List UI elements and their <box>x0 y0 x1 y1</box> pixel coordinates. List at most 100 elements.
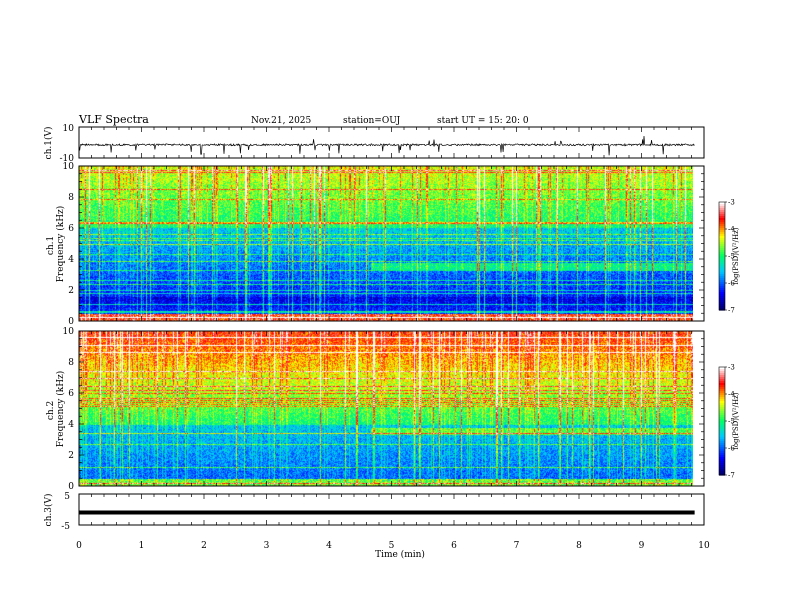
colorbar-segment <box>719 403 725 406</box>
colorbar-segment <box>719 437 725 440</box>
colorbar-segment <box>719 445 725 448</box>
colorbar-segment <box>719 377 725 380</box>
colorbar-segment <box>719 429 725 432</box>
colorbar-segment <box>719 371 725 374</box>
colorbar-segment <box>719 471 725 474</box>
colorbar-segment <box>719 427 725 430</box>
time-axis-label: Time (min) <box>375 549 425 560</box>
colorbar-segment <box>719 397 725 400</box>
ch1-spectrogram-image <box>79 166 693 321</box>
ch3-ytick-top: 5 <box>64 492 70 502</box>
time-tick-label: 4 <box>326 541 332 551</box>
time-tick-label: 3 <box>264 541 270 551</box>
colorbar-segment <box>719 272 725 275</box>
ch1-colorbar: -3 -4 -5 -6 -7 log(PSD)(V²/Hz) <box>718 199 740 315</box>
colorbar-segment <box>719 230 725 233</box>
time-tick-label: 0 <box>76 541 82 551</box>
colorbar-tick-label: -3 <box>728 199 735 207</box>
colorbar-segment <box>719 266 725 269</box>
ch1-freq-ylabel: ch.1 Frequency (kHz) <box>46 206 66 283</box>
freq-tick-label: 8 <box>68 193 74 203</box>
ch1-waveform-panel: 10 -10 ch.1(V) <box>43 124 705 164</box>
colorbar-segment <box>719 385 725 388</box>
ch1-freq-ylabel-line2: Frequency (kHz) <box>55 206 66 283</box>
colorbar-segment <box>719 208 725 211</box>
colorbar-segment <box>719 375 725 378</box>
colorbar-segment <box>719 399 725 402</box>
time-tick-label: 9 <box>639 541 645 551</box>
colorbar-segment <box>719 256 725 259</box>
colorbar-segment <box>719 449 725 452</box>
colorbar-segment <box>719 254 725 257</box>
colorbar-segment <box>719 268 725 271</box>
colorbar-segment <box>719 278 725 281</box>
colorbar-segment <box>719 218 725 221</box>
colorbar-segment <box>719 451 725 454</box>
freq-tick-label: 6 <box>68 389 74 399</box>
colorbar-segment <box>719 248 725 251</box>
time-tick-label: 1 <box>139 541 145 551</box>
colorbar-segment <box>719 228 725 231</box>
freq-tick-label: 4 <box>68 255 74 265</box>
colorbar-segment <box>719 417 725 420</box>
colorbar-segment <box>719 379 725 382</box>
colorbar-segment <box>719 409 725 412</box>
freq-tick-label: 10 <box>63 162 75 172</box>
colorbar-segment <box>719 431 725 434</box>
colorbar-segment <box>719 224 725 227</box>
ch3-ytick-bottom: -5 <box>61 522 70 532</box>
colorbar-tick-label: -4 <box>728 226 735 234</box>
colorbar-segment <box>719 425 725 428</box>
colorbar-segment <box>719 232 725 235</box>
ch1-freq-ylabel-line1: ch.1 <box>46 236 56 255</box>
colorbar-segment <box>719 463 725 466</box>
colorbar-tick-label: -5 <box>728 418 735 426</box>
colorbar-segment <box>719 435 725 438</box>
time-tick-label: 7 <box>514 541 520 551</box>
ch1-waveform-line <box>78 135 695 156</box>
colorbar-segment <box>719 276 725 279</box>
colorbar-segment <box>719 393 725 396</box>
colorbar-segment <box>719 373 725 376</box>
colorbar-segment <box>719 206 725 209</box>
colorbar-segment <box>719 298 725 301</box>
ch1-waveform-ylabel: ch.1(V) <box>43 127 54 160</box>
colorbar-segment <box>719 270 725 273</box>
colorbar-segment <box>719 369 725 372</box>
colorbar-segment <box>719 411 725 414</box>
freq-tick-label: 8 <box>68 358 74 368</box>
colorbar-segment <box>719 415 725 418</box>
freq-tick-label: 0 <box>68 317 74 327</box>
colorbar-segment <box>719 383 725 386</box>
colorbar-segment <box>719 264 725 267</box>
colorbar-segment <box>719 242 725 245</box>
colorbar-segment <box>719 258 725 261</box>
header-start-time: start UT = 15: 20: 0 <box>437 116 529 126</box>
colorbar-segment <box>719 407 725 410</box>
colorbar-segment <box>719 250 725 253</box>
colorbar-segment <box>719 413 725 416</box>
freq-tick-label: 0 <box>68 482 74 492</box>
colorbar-segment <box>719 306 725 309</box>
colorbar-segment <box>719 447 725 450</box>
colorbar-segment <box>719 419 725 422</box>
colorbar-tick-label: -5 <box>728 253 735 261</box>
freq-tick-label: 2 <box>68 451 74 461</box>
colorbar-segment <box>719 212 725 215</box>
colorbar-segment <box>719 204 725 207</box>
colorbar-segment <box>719 220 725 223</box>
colorbar-segment <box>719 459 725 462</box>
colorbar-segment <box>719 260 725 263</box>
colorbar-tick-label: -6 <box>728 280 735 288</box>
colorbar-segment <box>719 367 725 370</box>
colorbar-segment <box>719 216 725 219</box>
ch3-waveform-panel: 5 -5 ch.3(V) <box>43 492 705 532</box>
colorbar-segment <box>719 300 725 303</box>
time-tick-label: 8 <box>576 541 582 551</box>
colorbar-segment <box>719 308 725 311</box>
colorbar-segment <box>719 439 725 442</box>
colorbar-tick-label: -7 <box>728 307 735 315</box>
ch2-freq-ylabel-line1: ch.2 <box>46 401 56 420</box>
colorbar-segment <box>719 302 725 305</box>
